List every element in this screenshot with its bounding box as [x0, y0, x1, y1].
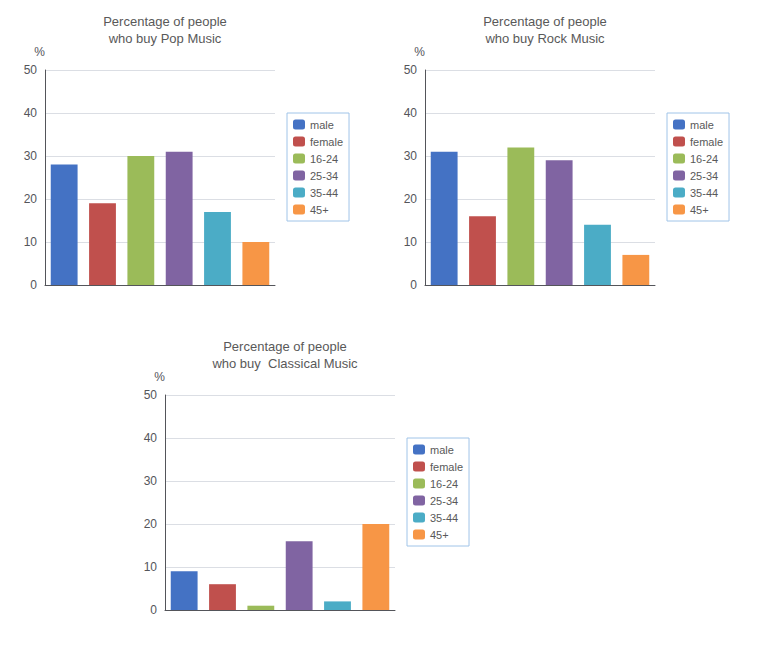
svg-text:30: 30 — [144, 474, 158, 488]
svg-text:10: 10 — [24, 235, 38, 249]
svg-text:20: 20 — [144, 517, 158, 531]
svg-text:40: 40 — [404, 106, 418, 120]
svg-text:%: % — [154, 370, 165, 384]
svg-text:who buy Classical Music: who buy Classical Music — [211, 356, 358, 371]
svg-text:45+: 45+ — [310, 204, 329, 216]
svg-text:0: 0 — [30, 278, 37, 292]
svg-text:%: % — [414, 45, 425, 59]
svg-text:25-34: 25-34 — [430, 495, 458, 507]
svg-text:0: 0 — [150, 603, 157, 617]
svg-text:female: female — [690, 136, 723, 148]
svg-text:who buy Pop Music: who buy Pop Music — [108, 31, 222, 46]
svg-text:female: female — [430, 461, 463, 473]
svg-text:16-24: 16-24 — [690, 153, 718, 165]
svg-text:30: 30 — [24, 149, 38, 163]
svg-text:male: male — [310, 119, 334, 131]
svg-text:50: 50 — [144, 388, 158, 402]
svg-text:35-44: 35-44 — [430, 512, 458, 524]
svg-text:50: 50 — [404, 63, 418, 77]
svg-text:35-44: 35-44 — [310, 187, 338, 199]
svg-text:25-34: 25-34 — [690, 170, 718, 182]
svg-text:male: male — [430, 444, 454, 456]
svg-text:%: % — [34, 45, 45, 59]
svg-text:25-34: 25-34 — [310, 170, 338, 182]
svg-text:Percentage of people: Percentage of people — [223, 339, 347, 354]
svg-text:female: female — [310, 136, 343, 148]
svg-text:Percentage of people: Percentage of people — [483, 14, 607, 29]
svg-text:40: 40 — [144, 431, 158, 445]
svg-text:10: 10 — [144, 560, 158, 574]
svg-text:50: 50 — [24, 63, 38, 77]
svg-text:who buy Rock Music: who buy Rock Music — [484, 31, 605, 46]
svg-text:0: 0 — [410, 278, 417, 292]
svg-text:10: 10 — [404, 235, 418, 249]
svg-text:Percentage of people: Percentage of people — [103, 14, 227, 29]
svg-text:40: 40 — [24, 106, 38, 120]
svg-text:45+: 45+ — [430, 529, 449, 541]
svg-text:16-24: 16-24 — [430, 478, 458, 490]
svg-text:30: 30 — [404, 149, 418, 163]
svg-text:male: male — [690, 119, 714, 131]
svg-text:20: 20 — [404, 192, 418, 206]
svg-text:16-24: 16-24 — [310, 153, 338, 165]
svg-text:45+: 45+ — [690, 204, 709, 216]
svg-text:35-44: 35-44 — [690, 187, 718, 199]
svg-text:20: 20 — [24, 192, 38, 206]
